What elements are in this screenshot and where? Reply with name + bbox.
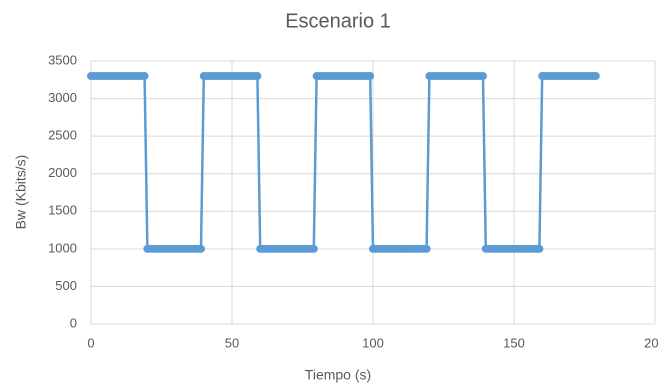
y-tick-label: 2000 bbox=[48, 165, 77, 180]
chart-title: Escenario 1 bbox=[285, 10, 391, 32]
marker bbox=[422, 244, 431, 253]
x-tick-label: 200 bbox=[644, 335, 658, 350]
marker bbox=[253, 72, 262, 81]
y-tick-label: 500 bbox=[55, 278, 77, 293]
marker bbox=[196, 244, 205, 253]
line bbox=[91, 74, 596, 251]
x-tick-label: 150 bbox=[503, 335, 525, 350]
y-tick-label: 2500 bbox=[48, 128, 77, 143]
y-tick-label: 1500 bbox=[48, 203, 77, 218]
y-tick-label: 1000 bbox=[48, 240, 77, 255]
marker bbox=[478, 72, 487, 81]
x-tick-label: 100 bbox=[362, 335, 384, 350]
x-tick-label: 0 bbox=[87, 335, 94, 350]
marker bbox=[366, 72, 375, 81]
x-tick-label: 50 bbox=[225, 335, 239, 350]
x-axis-label: Tiempo (s) bbox=[305, 367, 371, 383]
y-tick-label: 0 bbox=[70, 315, 77, 330]
marker bbox=[535, 244, 544, 253]
marker bbox=[309, 244, 318, 253]
marker bbox=[591, 72, 600, 81]
y-tick-label: 3500 bbox=[48, 52, 77, 67]
y-axis-label: Bw (Kbits/s) bbox=[13, 155, 29, 230]
y-tick-label: 3000 bbox=[48, 90, 77, 105]
marker bbox=[140, 72, 149, 81]
